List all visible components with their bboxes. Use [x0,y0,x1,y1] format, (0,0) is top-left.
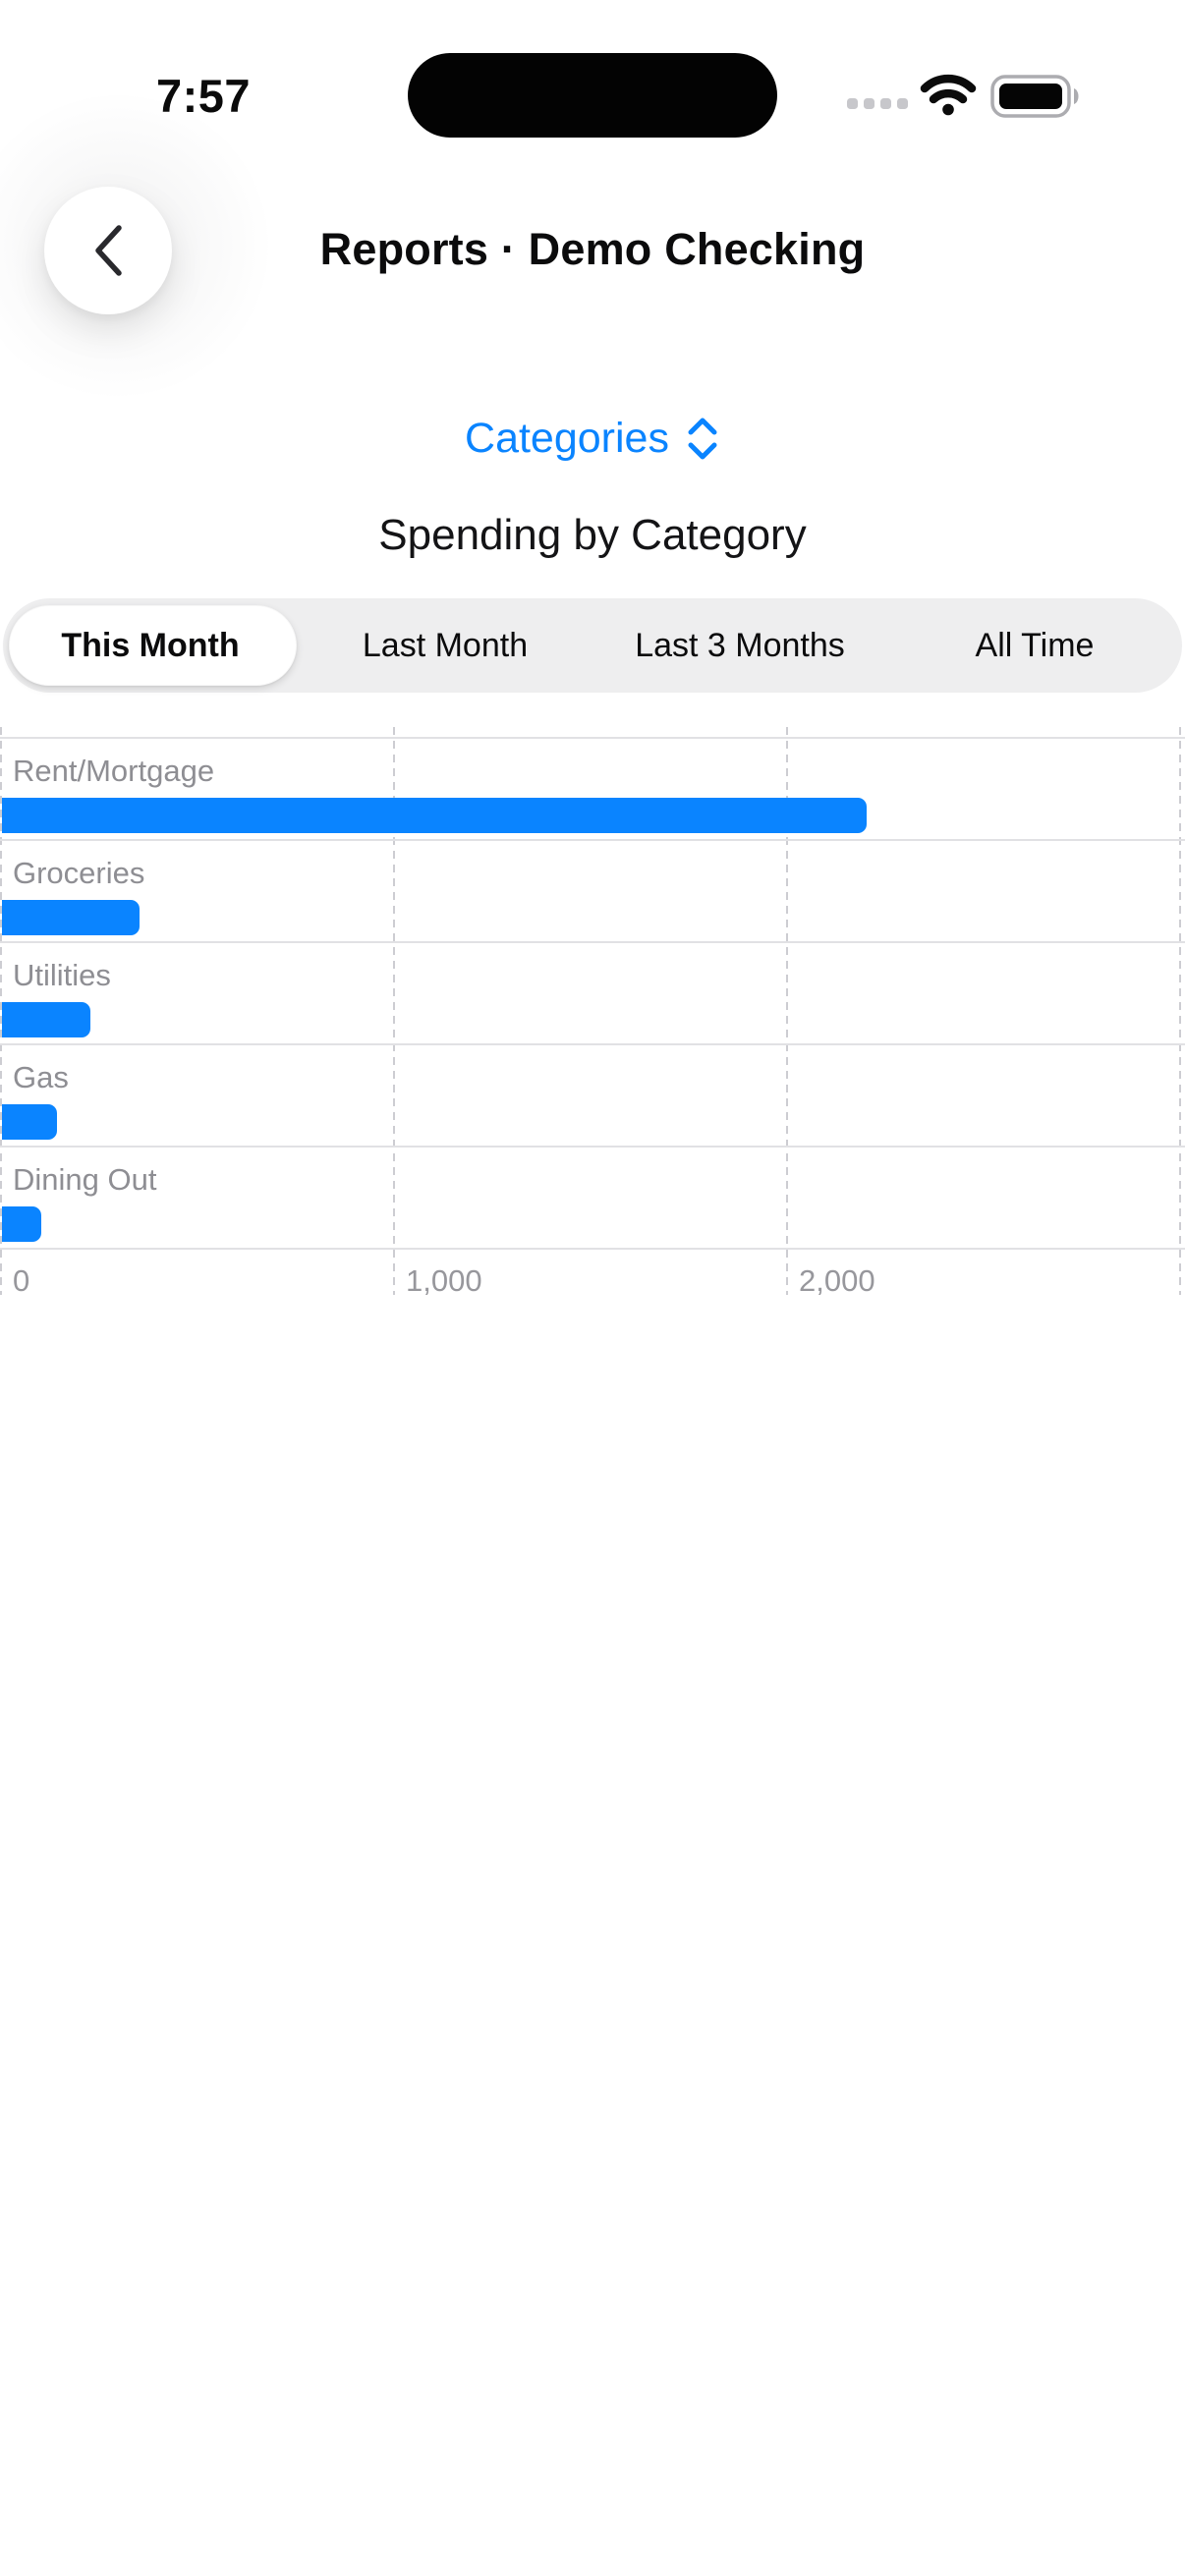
gridline-1000 [393,727,395,1295]
axis-tick-label: 2,000 [799,1263,875,1298]
category-label: Gas [13,1060,69,1094]
gridline-3000 [1179,727,1181,1295]
back-button[interactable] [44,187,172,314]
category-bar [2,1002,90,1037]
tab-last-month[interactable]: Last Month [362,626,529,664]
chevron-up-down-icon [685,416,720,463]
report-type-label: Categories [465,415,669,462]
battery-icon [990,75,1085,118]
status-time: 7:57 [155,70,252,122]
category-bar [2,1206,41,1242]
category-bar [2,900,140,935]
time-range-segmented-control: This Month Last Month Last 3 Months All Tim… [3,598,1182,693]
cellular-signal-icon [847,98,908,109]
chart-row-gas: Gas [0,1045,1185,1148]
tab-all-time[interactable]: All Time [975,626,1095,664]
category-bar [2,798,867,833]
axis-tick-label: 0 [13,1263,30,1298]
chart-row-groceries: Groceries [0,841,1185,943]
chart-row-rent-mortgage: Rent/Mortgage [0,739,1185,841]
report-type-picker[interactable]: Categories [0,415,1185,463]
axis-tick-label: 1,000 [406,1263,482,1298]
chart-row-dining-out: Dining Out [0,1148,1185,1250]
category-label: Dining Out [13,1162,157,1197]
chart-row-utilities: Utilities [0,943,1185,1045]
tab-this-month[interactable]: This Month [61,626,240,664]
chevron-left-icon [86,220,130,281]
chart-title: Spending by Category [378,511,807,559]
category-bar [2,1104,57,1140]
page-title: Reports · Demo Checking [319,224,866,274]
category-label: Utilities [13,958,111,992]
gridline-0 [0,727,2,1295]
category-label: Rent/Mortgage [13,754,215,788]
category-label: Groceries [13,856,145,890]
tab-last-3-months[interactable]: Last 3 Months [635,626,845,664]
gridline-2000 [786,727,788,1295]
selected-segment-pill [9,605,297,686]
spending-bar-chart: Rent/Mortgage Groceries Utilities Gas Dining… [0,727,1185,1298]
wifi-icon [920,73,977,116]
dynamic-island [408,53,777,138]
